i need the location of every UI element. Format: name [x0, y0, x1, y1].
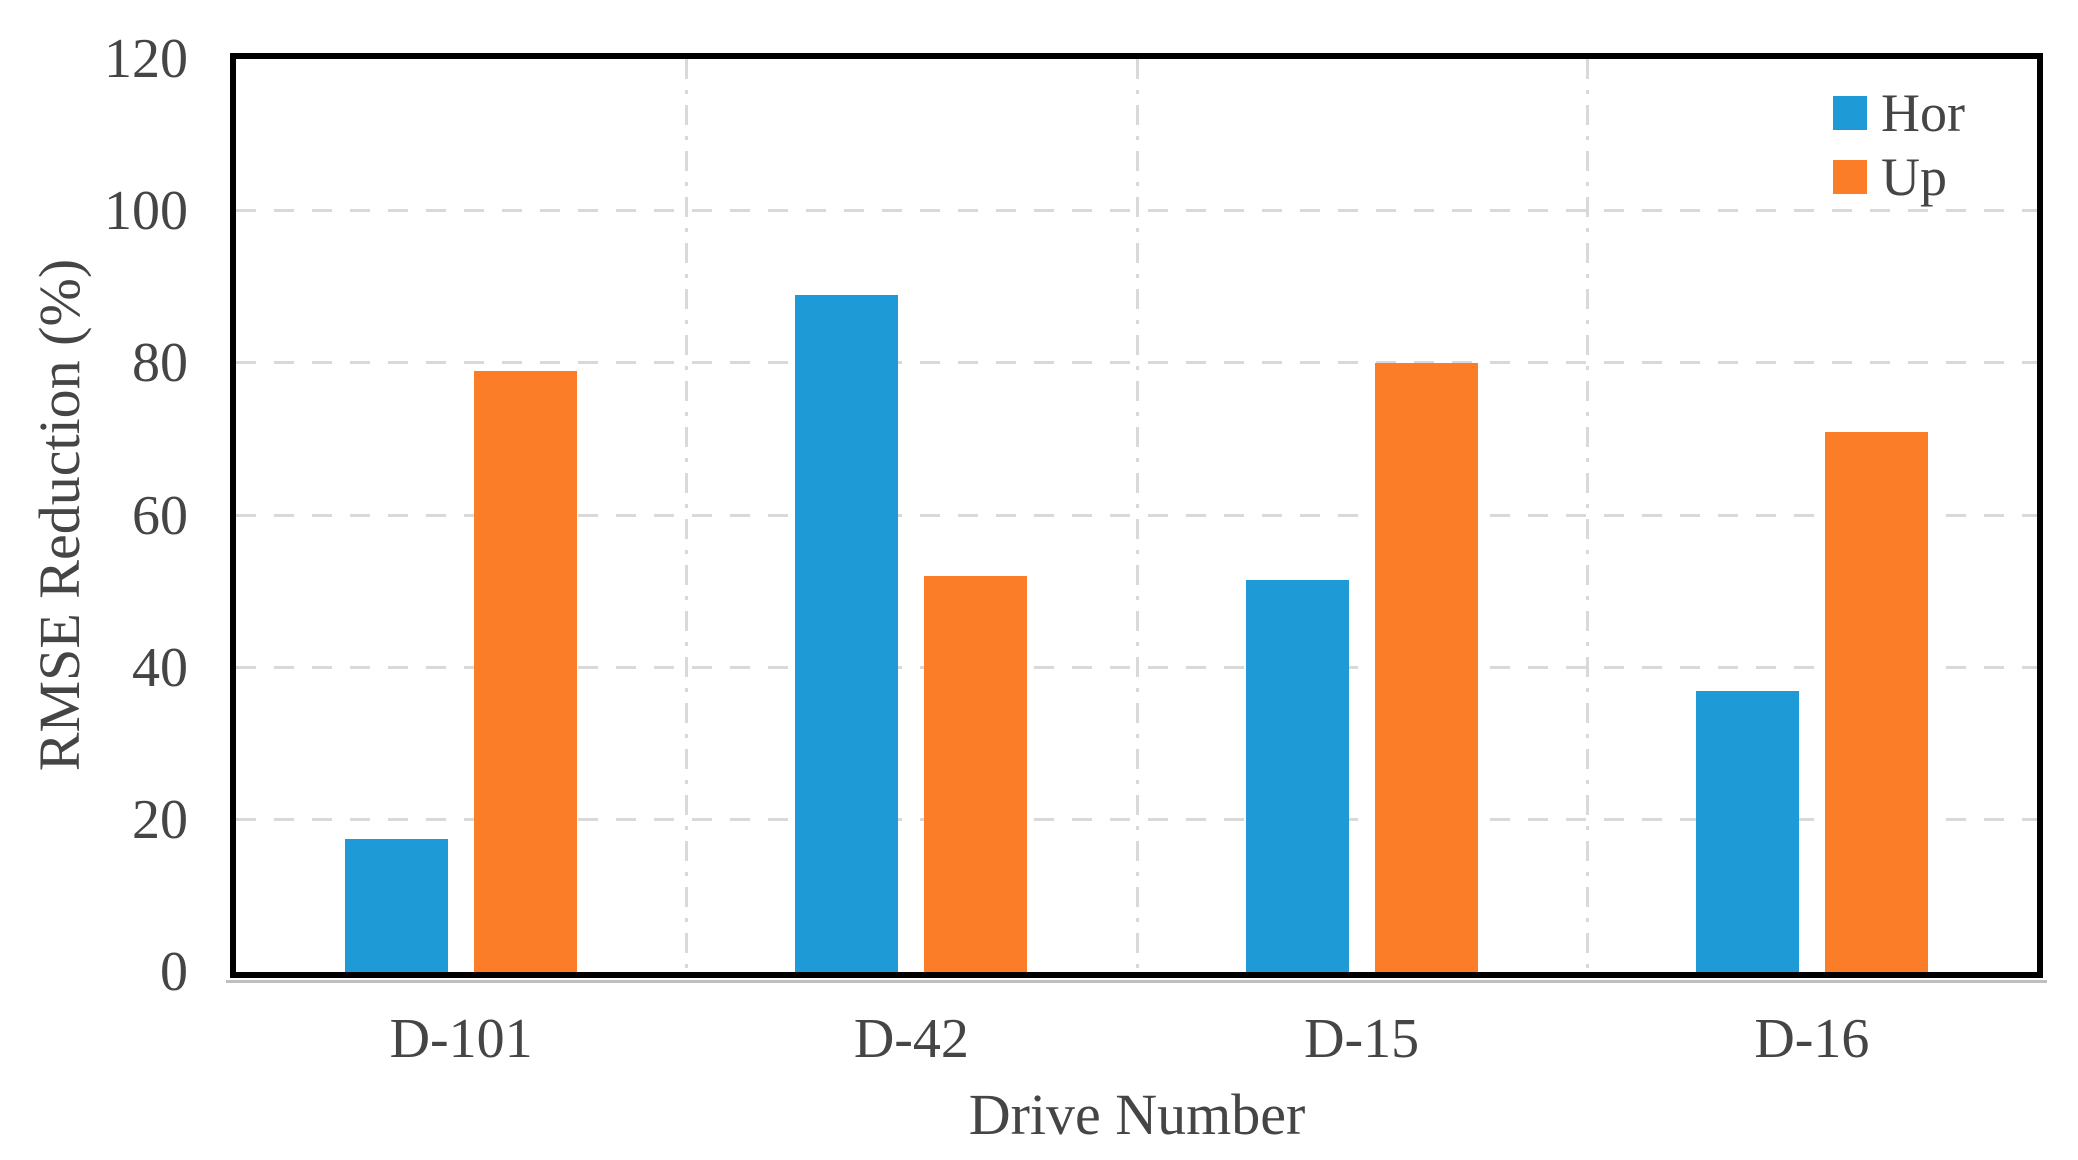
y-tick-label-40: 40	[132, 636, 188, 699]
legend-label-up: Up	[1881, 147, 1948, 207]
x-tick-label-d-16: D-16	[1754, 1008, 1870, 1070]
x-axis-shadow-line	[226, 980, 2047, 983]
grid-layer	[236, 59, 2037, 972]
x-axis-title: Drive Number	[968, 1082, 1306, 1147]
category-group-d-101	[236, 59, 686, 972]
gridline-vertical-3	[1585, 59, 1589, 972]
legend-row-up: Up	[1833, 149, 1947, 205]
y-tick-label-60: 60	[132, 484, 188, 547]
bar-up-d-15	[1374, 363, 1478, 972]
legend-label-hor: Hor	[1881, 83, 1965, 143]
category-group-d-16	[1587, 59, 2037, 972]
y-tick-label-20: 20	[132, 788, 188, 851]
bars-layer	[236, 59, 2037, 972]
legend-swatch-hor-icon	[1833, 96, 1868, 130]
y-tick-label-100: 100	[104, 180, 188, 243]
bar-hor-d-101	[345, 838, 449, 972]
y-tick-label-80: 80	[132, 332, 188, 395]
y-tick-label-0: 0	[160, 941, 188, 1003]
legend: Hor Up	[1833, 85, 1965, 205]
bar-up-d-42	[924, 576, 1028, 972]
x-tick-label-d-15: D-15	[1304, 1008, 1420, 1070]
bar-hor-d-42	[795, 294, 899, 972]
bar-up-d-16	[1824, 431, 1928, 972]
category-group-d-15	[1137, 59, 1587, 972]
y-tick-label-120: 120	[104, 28, 188, 90]
legend-row-hor: Hor	[1833, 85, 1965, 141]
gridline-vertical-2	[1135, 59, 1139, 972]
bar-up-d-101	[474, 370, 578, 972]
legend-swatch-up-icon	[1833, 160, 1868, 194]
x-tick-label-d-42: D-42	[853, 1008, 969, 1070]
x-tick-label-d-101: D-101	[389, 1008, 533, 1070]
bar-hor-d-15	[1245, 580, 1349, 972]
category-group-d-42	[686, 59, 1136, 972]
plot-area: Hor Up	[226, 53, 2047, 983]
bar-hor-d-16	[1695, 690, 1799, 972]
gridline-vertical-1	[685, 59, 689, 972]
